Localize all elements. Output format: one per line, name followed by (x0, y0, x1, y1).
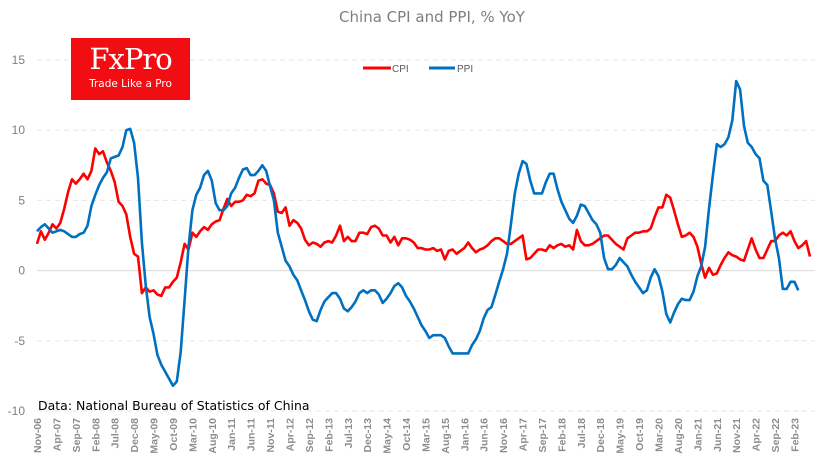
chart-title: China CPI and PPI, % YoY (339, 8, 526, 26)
x-tick-label: Apr-17 (518, 418, 530, 451)
y-axis: 15 10 5 0 -5 -10 (8, 53, 26, 418)
x-tick-label: Sep-12 (304, 418, 316, 453)
x-tick-label: Aug-15 (440, 418, 452, 454)
x-tick-label: Nov-11 (265, 418, 277, 453)
gridlines (37, 59, 815, 412)
x-tick-label: Sep-22 (770, 418, 782, 453)
x-tick-label: Feb-18 (556, 418, 568, 452)
x-axis: Nov-06 Apr-07 Sep-07 Feb-08 Jul-08 Dec-08 May-… (32, 418, 801, 454)
x-tick-label: Feb-13 (323, 418, 335, 452)
x-tick-label: May-19 (615, 418, 627, 454)
x-tick-label: Feb-08 (90, 418, 102, 452)
x-tick-label: Jan-16 (459, 418, 471, 451)
y-tick-label: 5 (18, 193, 25, 207)
x-tick-label: Sep-07 (71, 418, 83, 453)
x-tick-label: Apr-12 (284, 418, 296, 451)
x-tick-label: Jul-08 (110, 418, 122, 449)
x-tick-label: Nov-16 (498, 418, 510, 453)
x-tick-label: Aug-20 (673, 418, 685, 454)
x-tick-label: Apr-22 (751, 418, 763, 451)
x-tick-label: Mar-15 (420, 418, 432, 452)
x-tick-label: Jun-16 (479, 418, 491, 452)
x-tick-label: Oct-14 (401, 418, 413, 451)
x-tick-label: Jul-18 (576, 418, 588, 449)
x-tick-label: Mar-20 (654, 418, 666, 452)
x-tick-label: Oct-09 (168, 418, 180, 451)
legend: CPI PPI (363, 64, 473, 75)
x-tick-label: Jan-11 (226, 418, 238, 451)
x-tick-label: May-09 (149, 418, 161, 454)
x-tick-label: Nov-06 (32, 418, 44, 453)
series-line-ppi (36, 79, 800, 388)
source-note: Data: National Bureau of Statistics of C… (38, 398, 310, 413)
x-tick-label: Dec-08 (129, 418, 141, 453)
y-tick-label: 10 (12, 123, 26, 137)
fxpro-logo: FxPro Trade Like a Pro (71, 38, 190, 100)
x-tick-label: Apr-07 (51, 418, 63, 451)
x-tick-label: Aug-10 (207, 418, 219, 454)
y-tick-label: 0 (18, 264, 25, 278)
x-tick-label: Oct-19 (634, 418, 646, 451)
logo-tagline: Trade Like a Pro (89, 78, 172, 90)
x-tick-label: May-14 (382, 418, 394, 454)
x-tick-label: Dec-18 (595, 418, 607, 453)
series-line-cpi (35, 147, 812, 298)
logo-name: FxPro (89, 42, 172, 76)
y-tick-label: 15 (12, 53, 26, 67)
series-lines (35, 79, 812, 388)
x-tick-label: Jun-11 (246, 418, 258, 451)
y-tick-label: -5 (14, 334, 25, 348)
x-tick-label: Nov-21 (731, 418, 743, 453)
x-tick-label: Sep-17 (537, 418, 549, 453)
x-tick-label: Feb-23 (789, 418, 801, 452)
x-tick-label: Jan-21 (692, 418, 704, 451)
x-tick-label: Jun-21 (712, 418, 724, 452)
x-tick-label: Jul-13 (343, 418, 355, 449)
x-tick-label: Mar-10 (187, 418, 199, 452)
legend-label-cpi: CPI (392, 64, 409, 75)
legend-label-ppi: PPI (457, 64, 473, 75)
x-tick-label: Dec-13 (362, 418, 374, 453)
y-tick-label: -10 (8, 404, 26, 418)
